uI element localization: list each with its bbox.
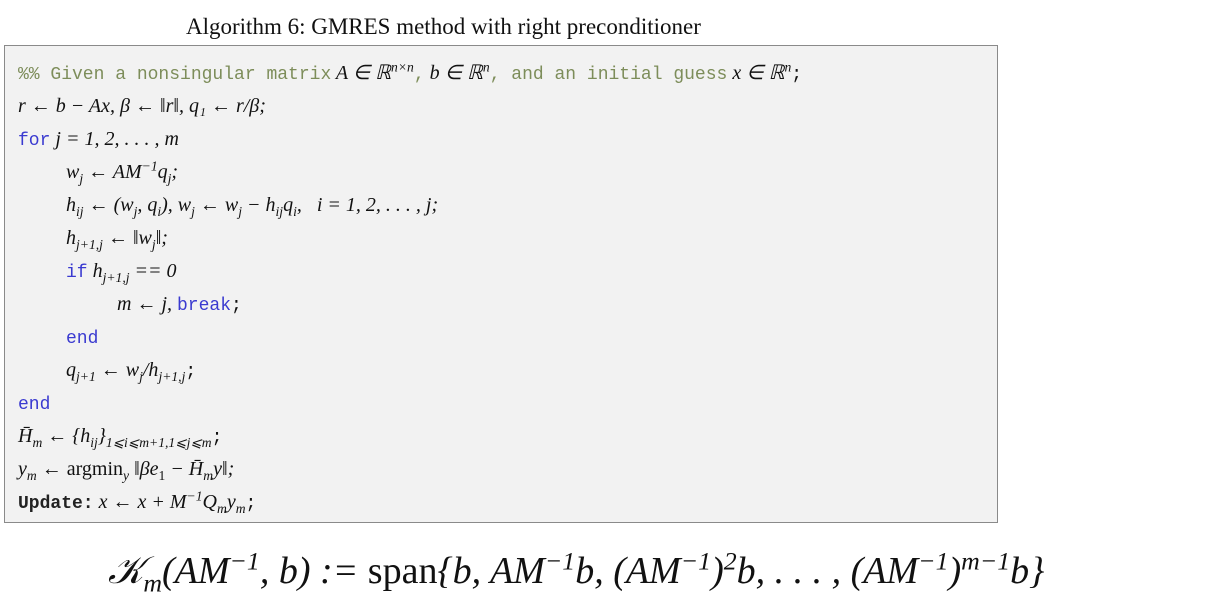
comment-matrix: A ∈ ℝn×n (335, 59, 414, 84)
algo-h-line: hij ← (wj, qi), wj ← wj − hijqi, i = 1, … (66, 194, 439, 219)
algo-hbar-line: H̄m ← {hij}1⩽i⩽m+1,1⩽j⩽m; (18, 425, 223, 450)
algo-w-line: wj ← AM−1qj; (66, 158, 179, 186)
algo-update-line: Update: x ← x + M−1Qmym; (18, 488, 257, 516)
break-keyword: break (177, 296, 232, 316)
algo-break-line: m ← j, break; (117, 293, 242, 316)
algo-q-line: qj+1 ← wj/hj+1,j; (66, 359, 197, 384)
comment-text: %% Given a nonsingular matrix (18, 65, 332, 85)
comment-vector-x: x ∈ ℝn (732, 59, 792, 84)
algorithm-caption: Algorithm 6: GMRES method with right pre… (186, 14, 701, 39)
if-keyword: if (66, 263, 88, 283)
comment-vector-b: b ∈ ℝn (429, 59, 490, 84)
algorithm-box: %% Given a nonsingular matrix A ∈ ℝn×n, … (4, 45, 998, 523)
krylov-subspace-formula: 𝒦m(AM−1, b) := span{b, AM−1b, (AM−1)2b, … (108, 546, 1045, 598)
algo-init-line: r ← b − Ax, β ← ‖r‖, q₁ ← r/β; (18, 95, 266, 117)
for-range: j = 1, 2, . . . , m (55, 128, 179, 150)
end-keyword-outer: end (18, 395, 51, 415)
algo-if-line: if hj+1,j == 0 (66, 260, 177, 285)
algo-hnorm-line: hj+1,j ← ‖wj‖; (66, 227, 168, 252)
algo-y-line: ym ← argminy ‖βe1 − H̄my‖; (18, 458, 235, 483)
algo-inner-end: end (66, 324, 98, 352)
algo-outer-end: end (18, 390, 50, 418)
update-keyword: Update: (18, 494, 94, 514)
h-line-range: i = 1, 2, . . . , j; (316, 194, 439, 216)
algo-comment-line: %% Given a nonsingular matrix A ∈ ℝn×n, … (18, 59, 803, 85)
algo-for-line: for j = 1, 2, . . . , m (18, 126, 179, 154)
end-keyword: end (66, 329, 99, 349)
for-keyword: for (18, 131, 51, 151)
